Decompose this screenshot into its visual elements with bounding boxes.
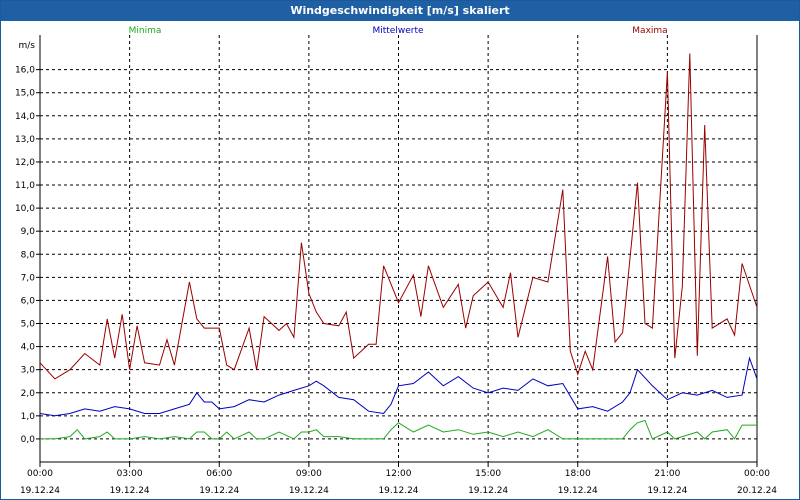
axes bbox=[36, 35, 758, 467]
x-tick-time: 00:00 bbox=[744, 469, 770, 479]
y-tick-label: 15,0 bbox=[15, 89, 35, 99]
y-tick-label: 3,0 bbox=[21, 366, 36, 376]
legend-entry-maxima: Maxima bbox=[632, 26, 667, 36]
y-tick-label: 12,0 bbox=[15, 158, 35, 168]
y-tick-label: 2,0 bbox=[21, 389, 36, 399]
y-tick-label: 16,0 bbox=[15, 66, 35, 76]
y-tick-label: 4,0 bbox=[21, 343, 36, 353]
x-tick-time: 15:00 bbox=[475, 469, 501, 479]
x-tick-date: 19.12.24 bbox=[289, 486, 329, 496]
y-tick-label: 7,0 bbox=[21, 273, 36, 283]
x-tick-date: 19.12.24 bbox=[199, 486, 239, 496]
x-tick-time: 18:00 bbox=[565, 469, 591, 479]
y-tick-label: 6,0 bbox=[21, 296, 36, 306]
x-tick-time: 09:00 bbox=[296, 469, 322, 479]
y-axis-unit: m/s bbox=[19, 41, 36, 51]
y-tick-label: 9,0 bbox=[21, 227, 36, 237]
x-tick-time: 12:00 bbox=[386, 469, 412, 479]
x-tick-time: 21:00 bbox=[654, 469, 680, 479]
series-lines bbox=[39, 53, 758, 440]
y-tick-label: 13,0 bbox=[15, 135, 35, 145]
legend-entry-mittelwerte: Mittelwerte bbox=[372, 26, 423, 36]
x-tick-date: 19.12.24 bbox=[558, 486, 598, 496]
x-tick-date: 19.12.24 bbox=[20, 486, 60, 496]
window-title: Windgeschwindigkeit [m/s] skaliert bbox=[1, 1, 799, 21]
series-line-minima bbox=[40, 419, 757, 440]
x-tick-date: 19.12.24 bbox=[110, 486, 150, 496]
legend-entry-minima: Minima bbox=[129, 26, 162, 36]
x-tick-date: 19.12.24 bbox=[378, 486, 418, 496]
x-tick-time: 06:00 bbox=[206, 469, 232, 479]
y-tick-label: 11,0 bbox=[15, 181, 35, 191]
y-tick-label: 8,0 bbox=[21, 250, 36, 260]
x-tick-date: 19.12.24 bbox=[647, 486, 687, 496]
y-tick-label: 0,0 bbox=[21, 435, 36, 445]
x-tick-time: 00:00 bbox=[27, 469, 53, 479]
y-tick-label: 14,0 bbox=[15, 112, 35, 122]
y-tick-label: 5,0 bbox=[21, 320, 36, 330]
y-tick-label: 1,0 bbox=[21, 412, 36, 422]
x-tick-time: 03:00 bbox=[117, 469, 143, 479]
series-line-mittelwerte bbox=[39, 356, 758, 417]
y-tick-label: 10,0 bbox=[15, 204, 35, 214]
grid bbox=[40, 35, 757, 462]
tick-labels: 16,0 15,0 14,0 13,0 12,0 11,0 10,0 9,0 8,0 7,0 6,0… bbox=[15, 41, 777, 496]
legend: Minima Mittelwerte Maxima bbox=[129, 26, 668, 36]
series-line-maxima bbox=[39, 53, 758, 380]
x-tick-date: 19.12.24 bbox=[468, 486, 508, 496]
x-tick-date: 20.12.24 bbox=[737, 486, 777, 496]
